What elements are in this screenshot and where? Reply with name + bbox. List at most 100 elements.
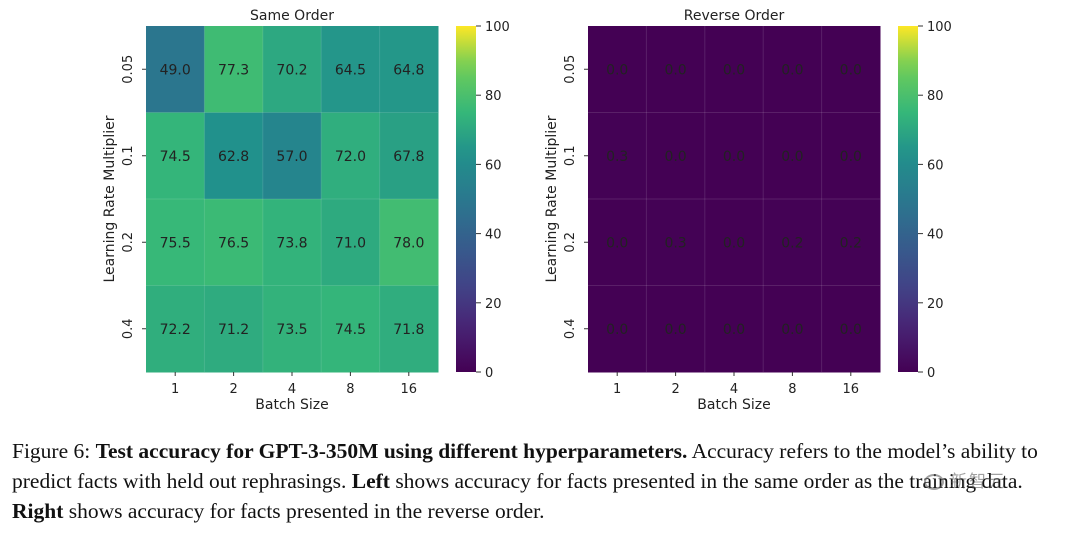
cell-value-label: 72.0 xyxy=(335,149,366,165)
cell-value-label: 70.2 xyxy=(276,62,307,78)
heatmap-cell xyxy=(646,285,706,373)
cell-value-label: 71.2 xyxy=(218,322,249,338)
colorbar-tick-label: 20 xyxy=(485,297,502,312)
heatmap-cell xyxy=(262,285,322,373)
cell-value-label: 0.3 xyxy=(606,149,628,165)
heatmap-cell xyxy=(204,112,264,200)
heatmap-cell xyxy=(704,112,764,200)
heatmap-cell xyxy=(262,199,322,286)
x-tick-label: 16 xyxy=(401,382,418,397)
cell-value-label: 0.0 xyxy=(781,149,803,165)
cell-value-label: 78.0 xyxy=(393,235,424,251)
cell-value-label: 77.3 xyxy=(218,62,249,78)
cell-value-label: 74.5 xyxy=(160,149,191,165)
y-tick-label: 0.4 xyxy=(121,318,136,339)
watermark-text: 新智元 xyxy=(950,472,1007,492)
y-tick-label: 0.4 xyxy=(563,318,578,339)
cell-value-label: 0.0 xyxy=(840,62,862,78)
cell-value-label: 71.0 xyxy=(335,235,366,251)
caption-prefix: Figure 6: xyxy=(12,439,96,463)
cell-value-label: 0.0 xyxy=(664,322,686,338)
heatmap-cell xyxy=(646,199,706,286)
cell-value-label: 0.3 xyxy=(664,235,686,251)
heatmap-cell xyxy=(704,199,764,286)
cell-value-label: 49.0 xyxy=(160,62,191,78)
cell-value-label: 64.5 xyxy=(335,62,366,78)
x-tick-label: 4 xyxy=(730,382,738,397)
cell-value-label: 0.0 xyxy=(781,62,803,78)
y-axis-label: Learning Rate Multiplier xyxy=(102,115,118,282)
heatmap-cell xyxy=(763,199,823,286)
chart-title: Reverse Order xyxy=(684,8,785,24)
colorbar xyxy=(898,26,918,372)
cell-value-label: 75.5 xyxy=(160,235,191,251)
colorbar-tick-label: 60 xyxy=(927,158,944,173)
colorbar-tick-label: 20 xyxy=(927,297,944,312)
cell-value-label: 64.8 xyxy=(393,62,424,78)
colorbar-tick-label: 0 xyxy=(927,366,935,381)
x-tick-label: 2 xyxy=(671,382,679,397)
cell-value-label: 0.2 xyxy=(781,235,803,251)
cell-value-label: 0.0 xyxy=(840,149,862,165)
heatmap-cell xyxy=(204,26,264,113)
heatmap-cell xyxy=(588,26,647,113)
y-tick-label: 0.2 xyxy=(121,232,136,253)
cell-value-label: 0.0 xyxy=(723,149,745,165)
cell-value-label: 72.2 xyxy=(160,322,191,338)
heatmap-cell xyxy=(379,285,439,373)
heatmap-cell xyxy=(146,26,205,113)
cell-value-label: 76.5 xyxy=(218,235,249,251)
caption-title: Test accuracy for GPT-3-350M using diffe… xyxy=(95,439,688,463)
colorbar-tick-label: 80 xyxy=(927,89,944,104)
heatmap-cell xyxy=(821,285,881,373)
heatmap-cell xyxy=(588,199,647,286)
heatmap-cell xyxy=(379,26,439,113)
caption-text-3: shows accuracy for facts presented in th… xyxy=(63,499,545,523)
heatmap-cell xyxy=(262,112,322,200)
heatmap-cell xyxy=(821,112,881,200)
colorbar-tick-label: 0 xyxy=(485,366,493,381)
colorbar-tick-label: 60 xyxy=(485,158,502,173)
colorbar-tick-label: 80 xyxy=(485,89,502,104)
heatmap-cell xyxy=(821,26,881,113)
colorbar xyxy=(456,26,476,372)
cell-value-label: 0.0 xyxy=(840,322,862,338)
heatmap-cell xyxy=(646,112,706,200)
cell-value-label: 0.0 xyxy=(723,62,745,78)
heatmap-cell xyxy=(704,26,764,113)
caption-left-word: Left xyxy=(351,469,390,493)
cell-value-label: 0.0 xyxy=(723,322,745,338)
heatmap-cell xyxy=(146,285,205,373)
x-tick-label: 8 xyxy=(346,382,354,397)
cell-value-label: 0.0 xyxy=(664,62,686,78)
y-tick-label: 0.05 xyxy=(563,55,578,84)
y-tick-label: 0.1 xyxy=(121,145,136,166)
x-tick-label: 1 xyxy=(613,382,621,397)
heatmap-cell xyxy=(763,285,823,373)
heatmap-cell xyxy=(763,112,823,200)
colorbar-tick-label: 100 xyxy=(927,20,952,35)
colorbar-tick-label: 40 xyxy=(485,228,502,243)
heatmap-cell xyxy=(262,26,322,113)
x-tick-label: 4 xyxy=(288,382,296,397)
cell-value-label: 0.0 xyxy=(723,235,745,251)
heatmap-cell xyxy=(763,26,823,113)
heatmap-same-order: Same Order 49.0 77.3 70.2 64.5 64.8 74.5 62.8 57… xyxy=(102,8,510,413)
chart-title: Same Order xyxy=(250,8,334,24)
cell-value-label: 0.0 xyxy=(781,322,803,338)
cell-value-label: 0.2 xyxy=(840,235,862,251)
figure-caption: Figure 6: Test accuracy for GPT-3-350M u… xyxy=(12,436,1068,526)
x-tick-label: 2 xyxy=(229,382,237,397)
x-tick-label: 16 xyxy=(843,382,860,397)
cell-value-label: 73.5 xyxy=(276,322,307,338)
cell-value-label: 57.0 xyxy=(276,149,307,165)
figure-heatmaps: Same Order 49.0 77.3 70.2 64.5 64.8 74.5 62.8 57… xyxy=(102,8,952,413)
y-tick-label: 0.05 xyxy=(121,55,136,84)
cell-value-label: 0.0 xyxy=(664,149,686,165)
heatmap-cell xyxy=(704,285,764,373)
heatmap-cell xyxy=(821,199,881,286)
heatmap-cell xyxy=(321,26,381,113)
heatmap-cell xyxy=(321,112,381,200)
heatmap-cell xyxy=(321,285,381,373)
colorbar-tick-label: 100 xyxy=(485,20,510,35)
